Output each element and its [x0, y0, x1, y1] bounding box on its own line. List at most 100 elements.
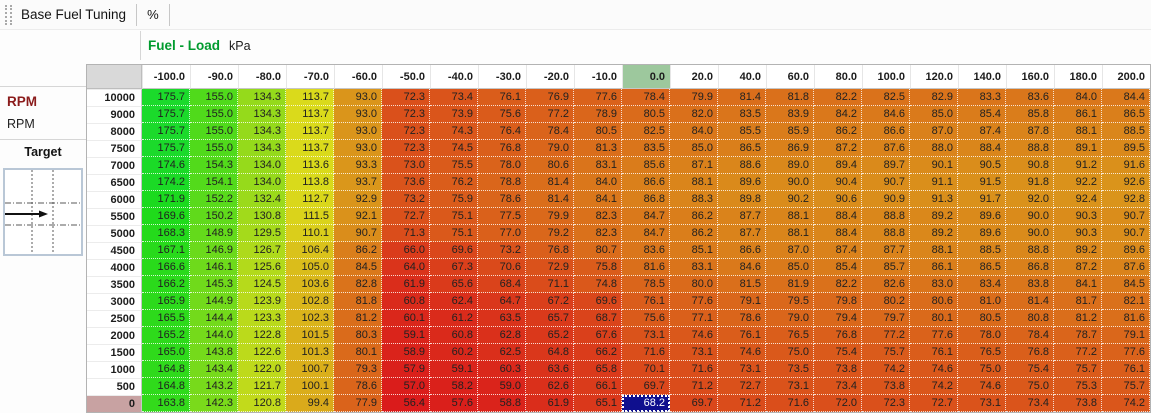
table-cell[interactable]: 155.0 [190, 106, 238, 123]
table-cell[interactable]: 81.4 [718, 89, 766, 106]
table-cell[interactable]: 75.5 [430, 157, 478, 174]
table-cell[interactable]: 77.9 [334, 395, 382, 412]
table-cell[interactable]: 90.4 [814, 174, 862, 191]
table-cell[interactable]: 76.5 [958, 344, 1006, 361]
table-cell[interactable]: 90.2 [766, 191, 814, 208]
table-cell[interactable]: 66.0 [382, 242, 430, 259]
table-cell[interactable]: 78.0 [478, 157, 526, 174]
row-header[interactable]: 6000 [87, 191, 142, 208]
table-cell[interactable]: 169.6 [142, 208, 190, 225]
col-header[interactable]: -50.0 [382, 65, 430, 89]
table-cell[interactable]: 91.8 [1006, 174, 1054, 191]
table-cell[interactable]: 91.2 [1054, 157, 1102, 174]
table-cell[interactable]: 92.8 [1102, 191, 1150, 208]
table-cell[interactable]: 85.4 [958, 106, 1006, 123]
table-cell[interactable]: 90.7 [334, 225, 382, 242]
table-cell[interactable]: 174.2 [142, 174, 190, 191]
table-cell[interactable]: 93.3 [334, 157, 382, 174]
table-cell[interactable]: 154.1 [190, 174, 238, 191]
table-cell[interactable]: 106.4 [286, 242, 334, 259]
table-cell[interactable]: 112.7 [286, 191, 334, 208]
table-cell[interactable]: 124.5 [238, 276, 286, 293]
table-cell[interactable]: 132.4 [238, 191, 286, 208]
table-cell[interactable]: 146.1 [190, 259, 238, 276]
table-cell[interactable]: 79.1 [718, 293, 766, 310]
table-cell[interactable]: 78.8 [478, 174, 526, 191]
table-cell[interactable]: 73.5 [766, 361, 814, 378]
table-cell[interactable]: 90.0 [1006, 208, 1054, 225]
table-cell[interactable]: 87.1 [670, 157, 718, 174]
table-cell[interactable]: 72.3 [862, 395, 910, 412]
table-cell[interactable]: 89.8 [718, 191, 766, 208]
table-cell[interactable]: 82.2 [814, 276, 862, 293]
table-cell[interactable]: 76.8 [1006, 344, 1054, 361]
table-cell[interactable]: 80.7 [574, 242, 622, 259]
table-cell[interactable]: 88.1 [766, 208, 814, 225]
table-cell[interactable]: 61.9 [382, 276, 430, 293]
table-cell[interactable]: 56.4 [382, 395, 430, 412]
table-cell[interactable]: 72.7 [910, 395, 958, 412]
table-cell[interactable]: 91.7 [958, 191, 1006, 208]
table-cell[interactable]: 77.6 [910, 327, 958, 344]
table-cell[interactable]: 87.4 [814, 242, 862, 259]
col-header[interactable]: 200.0 [1102, 65, 1150, 89]
table-cell[interactable]: 75.9 [430, 191, 478, 208]
table-cell[interactable]: 111.5 [286, 208, 334, 225]
table-cell[interactable]: 89.2 [910, 208, 958, 225]
table-cell[interactable]: 72.0 [814, 395, 862, 412]
table-cell[interactable]: 84.1 [574, 191, 622, 208]
table-cell[interactable]: 73.1 [670, 344, 718, 361]
table-cell[interactable]: 74.2 [862, 361, 910, 378]
table-cell[interactable]: 165.9 [142, 293, 190, 310]
table-cell[interactable]: 79.8 [814, 293, 862, 310]
table-cell[interactable]: 75.4 [814, 344, 862, 361]
table-cell[interactable]: 79.9 [670, 89, 718, 106]
table-cell[interactable]: 81.8 [766, 89, 814, 106]
table-cell[interactable]: 84.6 [862, 106, 910, 123]
table-cell[interactable]: 87.0 [766, 242, 814, 259]
table-cell[interactable]: 66.1 [574, 378, 622, 395]
table-cell[interactable]: 89.2 [1054, 242, 1102, 259]
table-cell[interactable]: 143.8 [190, 344, 238, 361]
table-cell[interactable]: 163.8 [142, 395, 190, 412]
table-cell[interactable]: 113.7 [286, 123, 334, 140]
table-cell[interactable]: 91.3 [910, 191, 958, 208]
table-cell[interactable]: 77.0 [478, 225, 526, 242]
col-header[interactable]: 100.0 [862, 65, 910, 89]
table-cell[interactable]: 175.7 [142, 123, 190, 140]
table-cell[interactable]: 87.4 [958, 123, 1006, 140]
table-cell[interactable]: 80.6 [910, 293, 958, 310]
table-cell[interactable]: 76.1 [1102, 361, 1150, 378]
table-cell[interactable]: 90.3 [1054, 225, 1102, 242]
table-cell[interactable]: 76.1 [622, 293, 670, 310]
table-cell[interactable]: 155.0 [190, 140, 238, 157]
table-cell[interactable]: 60.1 [382, 310, 430, 327]
table-cell[interactable]: 90.0 [766, 174, 814, 191]
table-cell[interactable]: 88.4 [814, 225, 862, 242]
table-cell[interactable]: 77.6 [670, 293, 718, 310]
table-cell[interactable]: 89.1 [1054, 140, 1102, 157]
table-cell[interactable]: 79.3 [334, 361, 382, 378]
table-cell[interactable]: 77.2 [862, 327, 910, 344]
table-cell[interactable]: 166.6 [142, 259, 190, 276]
table-cell[interactable]: 67.2 [526, 293, 574, 310]
table-cell[interactable]: 91.6 [1102, 157, 1150, 174]
table-cell[interactable]: 165.0 [142, 344, 190, 361]
row-header[interactable]: 5500 [87, 208, 142, 225]
table-cell[interactable]: 166.2 [142, 276, 190, 293]
table-cell[interactable]: 71.6 [766, 395, 814, 412]
table-cell[interactable]: 86.1 [910, 259, 958, 276]
table-cell[interactable]: 74.6 [910, 361, 958, 378]
table-cell[interactable]: 88.8 [862, 225, 910, 242]
table-cell[interactable]: 88.5 [958, 242, 1006, 259]
table-cell[interactable]: 91.5 [958, 174, 1006, 191]
table-cell[interactable]: 79.7 [862, 310, 910, 327]
table-cell[interactable]: 77.2 [1054, 344, 1102, 361]
table-cell[interactable]: 85.9 [766, 123, 814, 140]
table-cell[interactable]: 61.9 [526, 395, 574, 412]
row-header[interactable]: 2000 [87, 327, 142, 344]
table-cell[interactable]: 93.0 [334, 140, 382, 157]
table-cell[interactable]: 62.8 [478, 327, 526, 344]
table-cell[interactable]: 146.9 [190, 242, 238, 259]
table-cell[interactable]: 81.8 [334, 293, 382, 310]
